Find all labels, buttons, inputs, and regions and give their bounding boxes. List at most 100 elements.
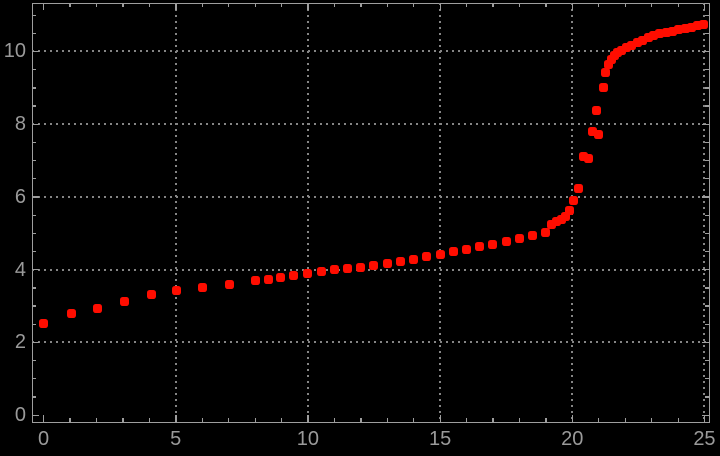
data-point [686,22,696,32]
data-point [395,256,405,266]
tick-mark [705,323,709,325]
tick-mark [31,378,36,380]
tick-mark [705,359,709,362]
tick-mark [705,287,709,289]
tick-mark [148,418,151,422]
data-point [579,151,589,161]
data-point [39,319,49,329]
tick-mark [69,3,71,7]
data-point [343,263,353,273]
data-point [637,35,647,45]
tick-mark [148,3,151,7]
data-point [119,296,129,306]
tick-mark [122,418,124,422]
tick-mark [703,3,706,10]
tick-mark [705,105,709,107]
data-point [224,279,234,289]
data-point [565,205,575,215]
data-point [561,211,571,221]
tick-mark [31,123,39,125]
data-point [66,308,76,318]
data-point [409,254,419,264]
tick-mark [705,214,709,216]
data-point [621,43,631,53]
data-point [514,234,524,244]
grid-line-h [31,341,710,344]
data-point [475,242,485,252]
data-point [627,40,637,50]
tick-mark [518,418,521,422]
tick-mark [705,69,709,71]
tick-mark [624,3,626,7]
data-point [584,153,594,163]
y-tick-label: 10 [3,40,26,63]
data-point [552,217,562,227]
tick-mark [518,3,521,7]
tick-mark [31,396,36,398]
tick-mark [439,3,441,10]
data-point [488,239,498,249]
tick-mark [703,415,706,422]
tick-mark [702,414,709,416]
tick-mark [705,32,709,34]
grid-line-v [306,3,309,423]
tick-mark [677,3,679,7]
tick-mark [31,141,36,144]
data-point [674,25,684,35]
tick-mark [31,87,36,89]
data-point [699,20,709,30]
tick-mark [466,418,468,422]
tick-mark [492,3,494,7]
data-point [540,227,550,237]
data-point [448,247,458,257]
tick-mark [677,418,679,422]
data-point [369,260,379,270]
tick-mark [228,418,230,422]
tick-mark [31,341,39,344]
tick-mark [31,50,39,53]
tick-mark [571,3,574,10]
data-point [528,231,538,241]
y-tick-label: 0 [14,404,26,426]
tick-mark [545,3,547,7]
x-tick-label: 25 [693,428,716,450]
plot-frame [31,3,710,423]
data-point [617,45,627,55]
y-tick-label: 6 [14,185,26,208]
tick-mark [31,32,36,34]
tick-mark [705,396,709,398]
tick-mark [31,69,36,71]
data-point [680,23,690,33]
tick-mark [702,50,709,53]
data-point [303,268,313,278]
tick-mark [413,418,415,422]
tick-mark [280,418,283,422]
data-point [382,258,392,268]
x-tick-label: 10 [296,428,320,450]
tick-mark [31,159,36,162]
tick-mark [31,359,36,362]
tick-mark [31,232,36,234]
tick-mark [122,3,124,7]
grid-line-h [31,195,710,198]
tick-mark [702,341,709,344]
tick-mark [598,3,600,7]
y-tick-label: 8 [14,113,26,136]
tick-mark [386,3,388,7]
x-tick-label: 5 [170,428,182,450]
data-point [693,21,703,31]
tick-mark [466,3,468,7]
tick-mark [307,415,309,422]
tick-mark [705,378,709,380]
data-point [93,303,103,313]
tick-mark [69,418,71,422]
tick-mark [254,3,256,7]
tick-mark [705,141,709,144]
tick-mark [705,232,709,234]
tick-mark [333,3,336,7]
tick-mark [545,418,547,422]
tick-mark [201,418,203,422]
grid-line-v [439,3,442,423]
tick-mark [492,418,494,422]
